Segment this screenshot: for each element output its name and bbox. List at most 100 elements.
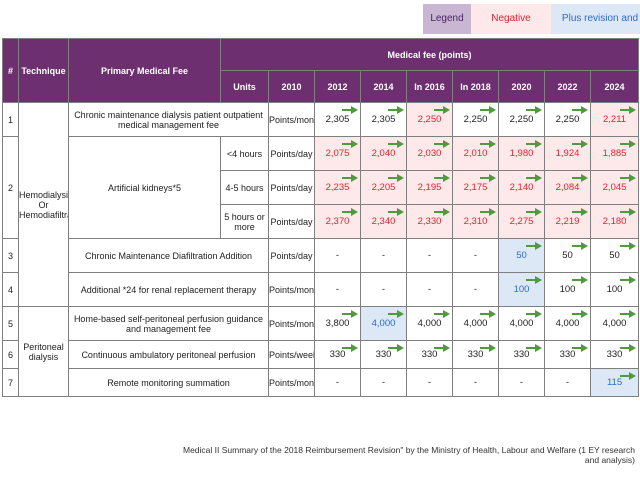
value-cell: 330 (589, 340, 640, 369)
value-text: 330 (329, 349, 346, 360)
arrow-icon (342, 109, 352, 111)
arrow-head-icon (581, 344, 588, 352)
value-cell: 2,305 (314, 102, 361, 137)
arrow-icon (620, 279, 631, 281)
value-cell: 2,195 (406, 170, 453, 205)
arrow-icon (620, 313, 631, 315)
value-text: 4,000 (417, 318, 442, 329)
value-text: 2,030 (417, 148, 442, 159)
value-cell: 4,000 (452, 306, 499, 341)
value-text: 100 (559, 284, 576, 295)
arrow-head-icon (351, 344, 358, 352)
value-text: 330 (559, 349, 576, 360)
value-text: 100 (513, 284, 530, 295)
arrow-head-icon (443, 344, 450, 352)
arrow-icon (620, 347, 631, 349)
value-text: 330 (467, 349, 484, 360)
table-row: 5 Peritoneal dialysis Home-based self-pe… (2, 306, 640, 397)
value-cell: - (314, 238, 361, 273)
value-cell: 330 (544, 340, 591, 369)
value-cell: 2,310 (452, 204, 499, 239)
value-text: - (473, 250, 478, 261)
value-text: 2,250 (417, 114, 442, 125)
value-text: - (381, 377, 386, 388)
technique-peritoneal: Peritoneal dialysis (18, 306, 69, 397)
value-text: - (519, 377, 524, 388)
arrow-head-icon (535, 208, 542, 216)
fee-name: <4 hours (220, 136, 269, 171)
header-year: 2024 (589, 70, 640, 103)
arrow-icon (620, 375, 631, 377)
value-cell: 2,305 (360, 102, 407, 137)
arrow-head-icon (535, 242, 542, 250)
value-cell: 330 (452, 340, 499, 369)
value-text: 2,235 (325, 182, 350, 193)
arrow-icon (620, 177, 631, 179)
value-text: - (381, 284, 386, 295)
arrow-head-icon (629, 310, 637, 318)
fee-name: Continuous ambulatory peritoneal perfusi… (68, 340, 269, 369)
value-text: 2,310 (463, 216, 488, 227)
arrow-icon (526, 211, 536, 213)
value-cell: - (452, 238, 499, 273)
legend: Legend Negative revision Plus revision a… (423, 4, 640, 54)
arrow-icon (526, 347, 536, 349)
arrow-head-icon (535, 140, 542, 148)
value-text: 2,175 (463, 182, 488, 193)
fee-name: 4-5 hours (220, 170, 269, 205)
technique-hemo: Hemodialysis Or Hemodiafiltration (18, 102, 69, 307)
row-number: 6 (2, 340, 19, 369)
value-cell: 2,075 (314, 136, 361, 171)
arrow-head-icon (397, 140, 404, 148)
arrow-icon (572, 177, 582, 179)
value-text: 330 (513, 349, 530, 360)
source-caption: Medical II Summary of the 2018 Reimburse… (183, 445, 635, 465)
arrow-head-icon (581, 310, 588, 318)
arrow-icon (434, 177, 444, 179)
arrow-icon (342, 177, 352, 179)
table-row: 4 Additional *24 for renal replacement t… (2, 272, 640, 307)
value-text: 50 (516, 250, 527, 261)
arrow-icon (434, 211, 444, 213)
value-text: 330 (421, 349, 438, 360)
arrow-head-icon (629, 344, 637, 352)
value-cell: 2,219 (544, 204, 591, 239)
arrow-icon (480, 143, 490, 145)
value-cell: 2,275 (498, 204, 545, 239)
value-text: 2,250 (509, 114, 534, 125)
value-text: - (427, 377, 432, 388)
unit-cell: Points/day (268, 238, 315, 273)
value-text: - (335, 284, 340, 295)
fee-table: # Technique Primary Medical Fee Medical … (2, 38, 640, 397)
fee-name: Home-based self-peritoneal perfusion gui… (68, 306, 269, 341)
arrow-head-icon (581, 208, 588, 216)
value-text: 4,000 (463, 318, 488, 329)
value-text: 2,211 (603, 114, 627, 125)
value-cell: 100 (589, 272, 640, 307)
value-cell: 2,250 (544, 102, 591, 137)
value-cell: 2,045 (589, 170, 640, 205)
value-text: 2,340 (371, 216, 396, 227)
arrow-icon (572, 245, 582, 247)
arrow-icon (388, 177, 398, 179)
arrow-head-icon (535, 106, 542, 114)
value-text: 4,000 (555, 318, 580, 329)
unit-cell: Points/month (268, 272, 315, 307)
arrow-head-icon (351, 174, 358, 182)
value-cell: 2,010 (452, 136, 499, 171)
value-cell: 1,924 (544, 136, 591, 171)
legend-title: Legend (423, 4, 471, 34)
header-year: 2010 (268, 70, 315, 103)
value-cell: 330 (360, 340, 407, 369)
header-units: Units (220, 70, 269, 103)
value-text: 2,195 (417, 182, 442, 193)
value-cell: 2,084 (544, 170, 591, 205)
arrow-head-icon (535, 174, 542, 182)
table-row: 2 Artificial kidneys*5 <4 hours Points/d… (2, 136, 640, 239)
header-year: 2022 (544, 70, 591, 103)
value-cell: 2,370 (314, 204, 361, 239)
row-number: 3 (2, 238, 19, 273)
arrow-icon (572, 211, 582, 213)
arrow-head-icon (443, 310, 450, 318)
value-cell: 330 (314, 340, 361, 369)
